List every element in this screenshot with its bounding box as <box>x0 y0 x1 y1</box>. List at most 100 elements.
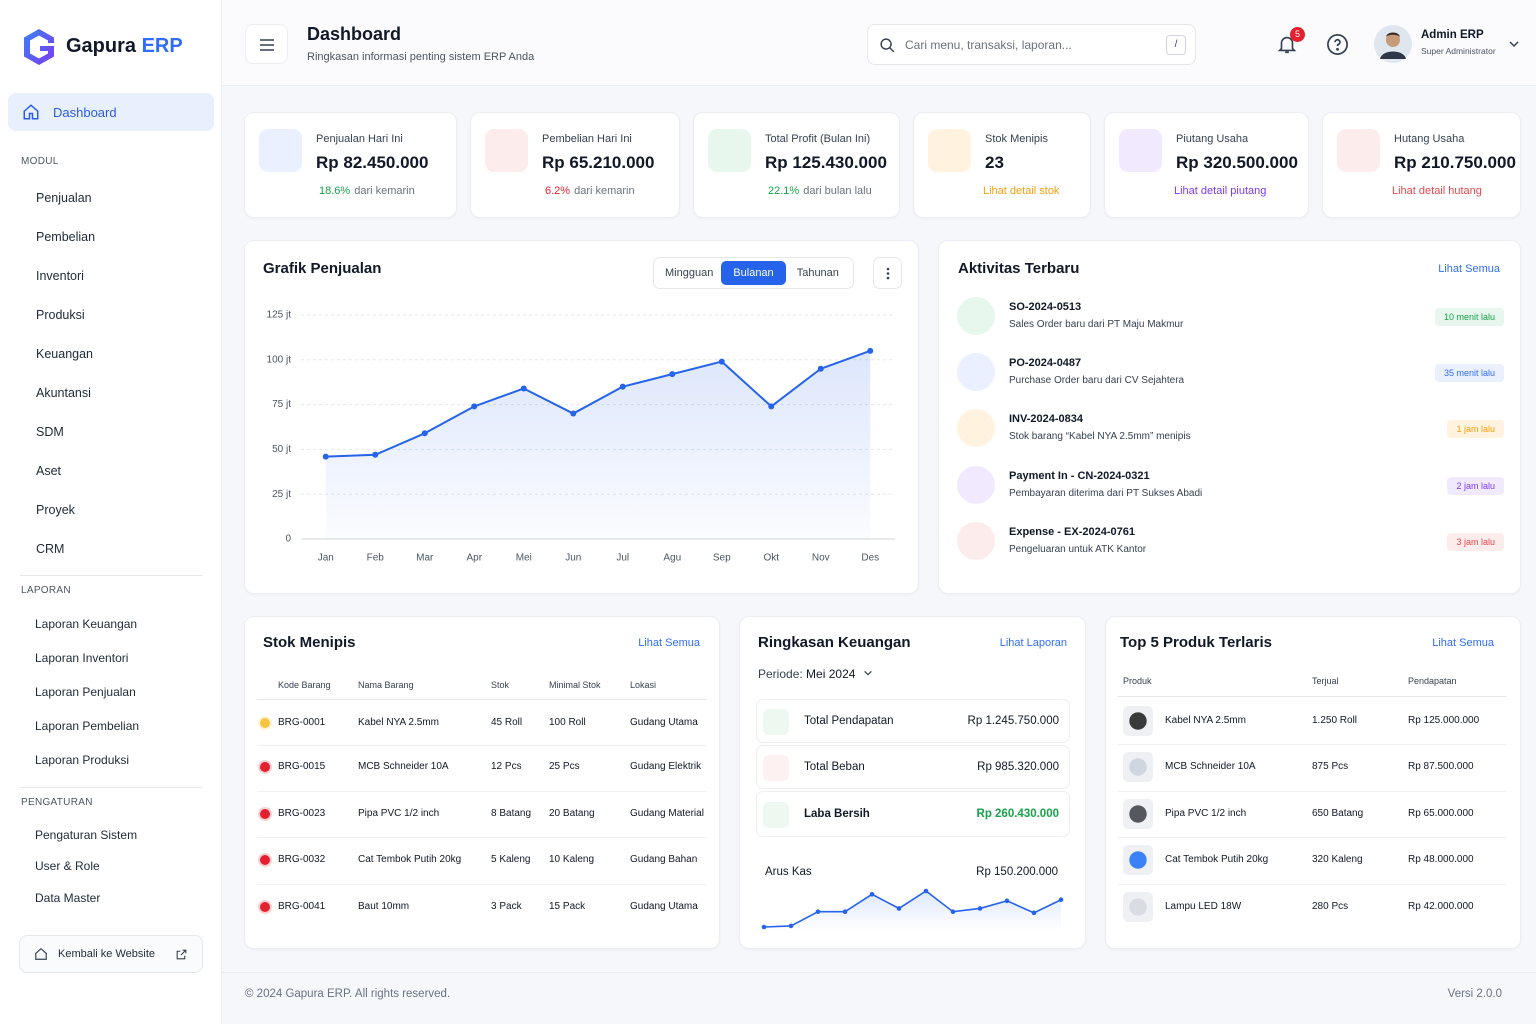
table-divider <box>1118 790 1506 792</box>
stat-change: 6.2% dari kemarin <box>542 183 635 199</box>
footer-divider <box>222 972 1536 973</box>
search-box[interactable]: Cari menu, transaksi, laporan... / <box>867 24 1196 65</box>
nav-label: Laporan Pembelian <box>35 719 140 733</box>
activity-desc: Pembayaran diterima dari PT Sukses Abadi <box>1009 487 1203 499</box>
sparkline-point <box>761 924 767 930</box>
nav-item[interactable]: Laporan Produksi <box>0 743 222 777</box>
table-cell: Baut 10mm <box>358 901 410 912</box>
y-tick-label: 50 jt <box>272 444 291 455</box>
nav-label: Pembelian <box>36 229 96 244</box>
period[interactable]: Periode: Mei 2024 <box>758 666 873 682</box>
nav-item[interactable]: Akuntansi <box>0 373 222 412</box>
nav-label: Laporan Inventori <box>35 651 129 665</box>
stat-link[interactable]: Lihat detail hutang <box>1392 185 1482 197</box>
chart-tab[interactable]: Tahunan <box>796 267 839 279</box>
icon-part <box>886 267 890 271</box>
stat-link[interactable]: Lihat detail stok <box>983 185 1060 197</box>
nav-item[interactable]: Laporan Keuangan <box>0 607 222 641</box>
sparkline-point <box>923 888 929 894</box>
card-link[interactable]: Lihat Semua <box>1438 263 1500 275</box>
help-button[interactable] <box>1326 33 1349 56</box>
menu-button[interactable] <box>245 24 288 64</box>
avatar[interactable] <box>1374 25 1412 63</box>
nav-item[interactable]: SDM <box>0 412 222 451</box>
icon-part <box>1327 34 1348 55</box>
nav-item[interactable]: Proyek <box>0 490 222 529</box>
notification-bell[interactable] <box>1276 33 1298 55</box>
stat-link[interactable]: Lihat detail piutang <box>1174 185 1267 197</box>
stat-change: 22.1% dari bulan lalu <box>765 183 872 199</box>
nav-item[interactable]: Keuangan <box>0 334 222 373</box>
icon-part <box>1277 36 1297 54</box>
icon <box>23 104 39 120</box>
table-header: Terjual <box>1312 676 1339 686</box>
back-button[interactable]: Kembali ke Website <box>19 935 203 973</box>
search-placeholder: Cari menu, transaksi, laporan... <box>905 38 1072 52</box>
product-thumbnail <box>1123 892 1153 922</box>
nav-item[interactable]: Produksi <box>0 295 222 334</box>
activity-icon <box>957 521 995 560</box>
nav-item[interactable]: Pengaturan Sistem <box>0 819 222 851</box>
stat-label: Pembelian Hari Ini <box>542 133 632 145</box>
table-cell: 100 Roll <box>549 717 586 728</box>
nav-label: CRM <box>36 541 65 556</box>
stat-value: Rp 65.210.000 <box>542 153 655 172</box>
nav-section-title: LAPORAN <box>21 585 71 596</box>
point <box>322 453 329 460</box>
nav-item[interactable]: Laporan Penjualan <box>0 675 222 709</box>
stat-value: Rp 320.500.000 <box>1176 153 1298 172</box>
card-link[interactable]: Lihat Laporan <box>999 637 1067 649</box>
stat-change: 18.6% dari kemarin <box>316 183 415 199</box>
table-cell: Rp 87.500.000 <box>1408 761 1474 772</box>
nav-label: Akuntansi <box>36 385 91 400</box>
user-name: Admin ERP <box>1421 29 1484 41</box>
table-divider <box>257 883 707 885</box>
activity-desc: Sales Order baru dari PT Maju Makmur <box>1009 319 1184 330</box>
nav-item[interactable]: Penjualan <box>0 178 222 217</box>
table-cell: Gudang Elektrik <box>630 761 702 772</box>
nav-item[interactable]: Laporan Pembelian <box>0 709 222 743</box>
x-tick-label: Nov <box>812 553 830 564</box>
activity-title: Expense - EX-2024-0761 <box>1009 525 1135 538</box>
y-tick-label: 0 <box>285 534 291 545</box>
sparkline <box>763 890 1062 928</box>
card-title: Ringkasan Keuangan <box>758 634 911 651</box>
card-link[interactable]: Lihat Semua <box>638 637 700 649</box>
nav-item[interactable]: CRM <box>0 529 222 568</box>
nav-item[interactable]: Data Master <box>0 882 222 914</box>
chart-tab[interactable]: Bulanan <box>721 261 786 285</box>
nav-item[interactable]: Inventori <box>0 256 222 295</box>
x-tick-label: Des <box>861 553 879 564</box>
nav-item[interactable]: User & Role <box>0 851 222 883</box>
stat-icon <box>259 129 302 172</box>
stat-icon <box>1337 129 1380 172</box>
activity-time: 1 jam lalu <box>1447 420 1504 439</box>
icon-part <box>23 104 39 120</box>
activity-title: SO-2024-0513 <box>1009 301 1082 313</box>
table-header: Nama Barang <box>358 680 414 690</box>
chart-more-button[interactable] <box>873 257 902 289</box>
nav-active[interactable]: Dashboard <box>8 93 214 131</box>
stat-icon <box>1119 129 1162 172</box>
period-label: Periode: <box>758 667 803 681</box>
chart-tab[interactable]: Mingguan <box>665 267 714 279</box>
table-cell: 5 Kaleng <box>491 854 531 865</box>
finance-label: Laba Bersih <box>804 808 870 820</box>
user-menu-chevron[interactable] <box>1508 38 1520 50</box>
table-cell: 280 Pcs <box>1312 901 1349 912</box>
table-cell: Pipa PVC 1/2 inch <box>1165 808 1247 819</box>
icon-part <box>1380 51 1406 59</box>
status-dot <box>260 718 270 728</box>
table-divider <box>1118 696 1506 697</box>
stat-card: Piutang Usaha Rp 320.500.000 Lihat detail … <box>1104 112 1309 218</box>
table-cell: 15 Pack <box>549 901 586 912</box>
table-cell: 12 Pcs <box>491 761 522 772</box>
nav-item[interactable]: Laporan Inventori <box>0 641 222 675</box>
nav-item[interactable]: Aset <box>0 451 222 490</box>
table-cell: 1.250 Roll <box>1312 715 1358 726</box>
nav-item[interactable]: Pembelian <box>0 217 222 256</box>
card-link[interactable]: Lihat Semua <box>1432 637 1494 649</box>
stat-label: Hutang Usaha <box>1394 133 1465 145</box>
table-divider <box>257 790 707 792</box>
stat-note: dari kemarin <box>574 185 635 197</box>
